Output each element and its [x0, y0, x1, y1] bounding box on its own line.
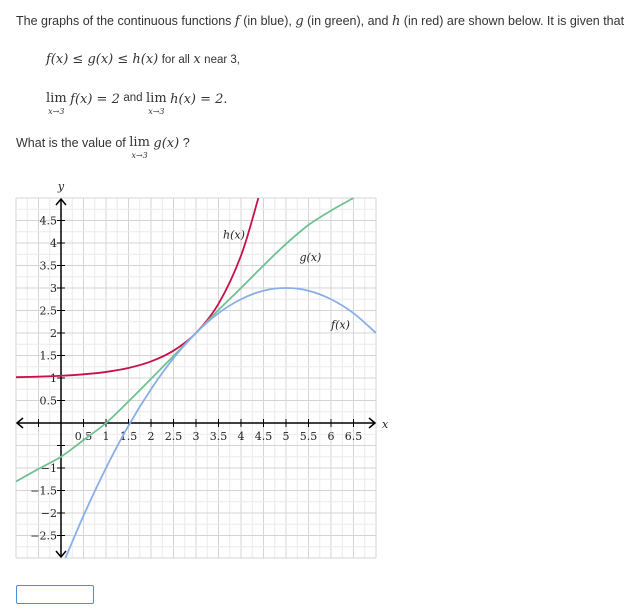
- x-tick-label: 3.5: [210, 430, 228, 443]
- x-var: x: [193, 52, 201, 67]
- curve-label-f: f(x): [330, 319, 350, 332]
- curve-f: [64, 287, 377, 559]
- question: What is the value of lim x→3 g(x) ?: [16, 136, 190, 162]
- x-tick-label: 4.5: [255, 430, 273, 443]
- y-tick-label: 2: [50, 327, 57, 340]
- function-graph: 0.5 1 1.5 2 2.5 3 3.5 4 4.5 5 5.5 6 6.5 4.5 4 3.5 3 2.5 2 1…: [15, 180, 389, 559]
- lim-word: lim: [129, 135, 150, 150]
- x-tick-label: 6.5: [345, 430, 363, 443]
- curve-label-h: h(x): [223, 229, 245, 242]
- x-tick-label: 5: [283, 430, 290, 443]
- for-all-text: for all: [161, 54, 190, 66]
- x-tick-label: 0.5: [75, 430, 93, 443]
- h-symbol: h: [391, 14, 401, 29]
- x-axis-left-arrow-icon: [15, 417, 24, 429]
- lim-word: lim: [146, 91, 167, 106]
- x-axis-right-arrow-icon: [368, 417, 377, 429]
- f-color-text: (in blue),: [243, 14, 292, 28]
- f-symbol: f: [234, 14, 240, 29]
- question-mark: ?: [182, 136, 190, 150]
- x-tick-label: 1: [103, 430, 110, 443]
- x-axis-label: x: [382, 418, 389, 431]
- intro-text: The graphs of the continuous functions: [16, 14, 232, 28]
- x-tick-label: 2: [148, 430, 155, 443]
- x-tick-label: 2.5: [165, 430, 183, 443]
- y-tick-label: 3.5: [40, 260, 58, 273]
- curve-h: [15, 197, 260, 379]
- y-tick-label: 2.5: [40, 305, 58, 318]
- y-tick-label: −1.5: [30, 485, 57, 498]
- inequality-line: f(x) ≤ g(x) ≤ h(x) for all x near 3,: [46, 52, 240, 67]
- problem-intro: The graphs of the continuous functions f…: [16, 14, 624, 29]
- x-tick-label: 4: [238, 430, 245, 443]
- limits-line: lim x→3 f(x) = 2 and lim x→3 h(x) = 2.: [46, 92, 228, 118]
- y-axis-label: y: [57, 180, 65, 193]
- y-axis-top-arrow-icon: [55, 197, 67, 206]
- curve-label-g: g(x): [300, 251, 322, 264]
- y-tick-label: 3: [50, 282, 57, 295]
- x-tick-label: 5.5: [300, 430, 318, 443]
- x-tick-label: 6: [328, 430, 335, 443]
- answer-input[interactable]: [16, 585, 94, 604]
- y-axis-bottom-arrow-icon: [55, 550, 67, 559]
- y-tick-label: 1: [50, 372, 57, 385]
- inequality: f(x) ≤ g(x) ≤ h(x): [46, 52, 159, 67]
- h-color-text: (in red) are shown below. It is given th…: [403, 14, 625, 28]
- lim-f-expr: f(x) = 2: [70, 92, 120, 107]
- and-text: and: [123, 92, 143, 104]
- lim-sub: x→3: [131, 151, 148, 160]
- lim-word: lim: [46, 91, 67, 106]
- g-color-text: (in green), and: [307, 14, 389, 28]
- lim-h-expr: h(x) = 2.: [170, 92, 228, 107]
- lim-g-expr: g(x): [153, 136, 180, 151]
- lim-sub: x→3: [148, 107, 165, 116]
- y-tick-label: 4: [50, 237, 57, 250]
- question-text: What is the value of: [16, 136, 126, 150]
- x-tick-label: 3: [193, 430, 200, 443]
- g-symbol: g: [295, 14, 304, 29]
- lim-g: lim x→3: [129, 136, 150, 162]
- y-tick-label: 1.5: [40, 350, 58, 363]
- y-tick-label: −2.5: [30, 530, 57, 543]
- lim-h: lim x→3: [146, 92, 167, 118]
- y-tick-label: 4.5: [40, 215, 58, 228]
- y-tick-label: 0.5: [40, 395, 58, 408]
- lim-f: lim x→3: [46, 92, 67, 118]
- lim-sub: x→3: [48, 107, 65, 116]
- near-3-text: near 3,: [204, 54, 240, 66]
- y-tick-label: −2: [41, 507, 57, 520]
